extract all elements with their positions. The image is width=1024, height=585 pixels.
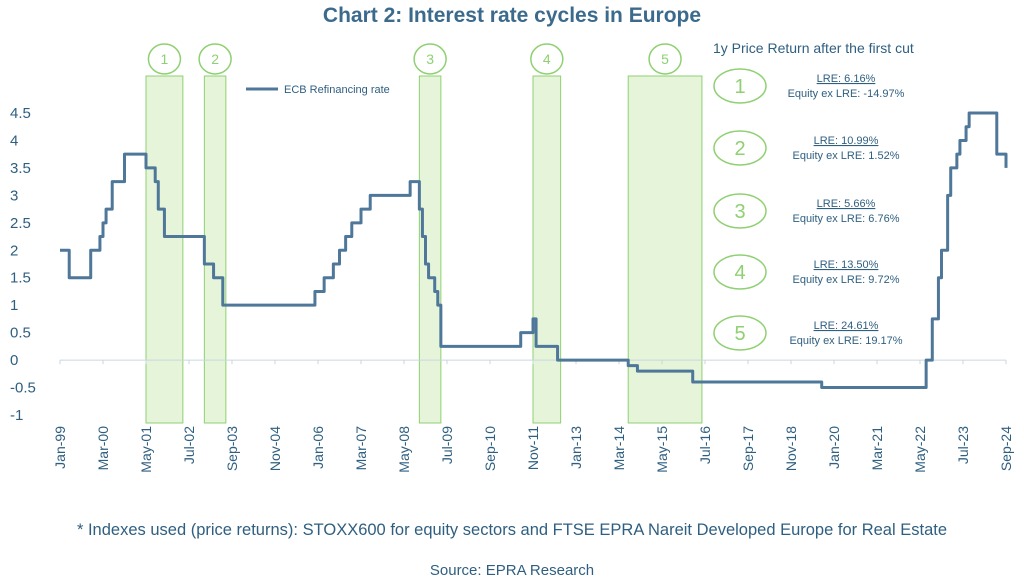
cycle-bands: 1 2 3 4 5 xyxy=(145,43,703,424)
footnote: * Indexes used (price returns): STOXX600… xyxy=(76,521,948,539)
panel-marker-label-3: 3 xyxy=(734,201,745,223)
source-note: Source: EPRA Research xyxy=(429,562,595,579)
x-tick-label: Sep-17 xyxy=(740,426,756,471)
x-tick-label: Nov-11 xyxy=(525,426,541,470)
x-tick-label: Jan-06 xyxy=(310,426,326,469)
equity-return-4: Equity ex LRE: 9.72% xyxy=(792,274,899,286)
legend-label: ECB Refinancing rate xyxy=(284,84,390,96)
chart-title: Chart 2: Interest rate cycles in Europe xyxy=(322,4,702,27)
cycle-marker-5 xyxy=(648,43,682,75)
x-tick-label: Jul-09 xyxy=(439,426,455,464)
cycle-marker-label-5: 5 xyxy=(661,51,669,67)
cycle-marker-3 xyxy=(413,43,447,75)
panel-marker-label-4: 4 xyxy=(734,262,745,284)
cycle-marker-label-3: 3 xyxy=(426,51,434,67)
cycle-band-5 xyxy=(627,75,703,424)
panel-marker-label-5: 5 xyxy=(734,323,745,345)
cycle-marker-label-4: 4 xyxy=(543,51,551,67)
x-tick-label: Nov-18 xyxy=(783,426,799,471)
cycle-marker-4 xyxy=(530,43,564,75)
panel-marker-2 xyxy=(713,130,767,166)
x-tick-label: May-01 xyxy=(138,426,154,473)
series-line-ecb-refinancing-rate xyxy=(60,111,1008,390)
cycle-marker-1 xyxy=(147,43,182,75)
y-tick-label: 4.5 xyxy=(10,105,31,122)
y-tick-label: 2.5 xyxy=(10,215,31,232)
y-tick-label: 3.5 xyxy=(10,160,31,177)
x-tick-label: Mar-00 xyxy=(95,426,111,471)
x-tick-label: Nov-04 xyxy=(267,426,283,471)
y-tick-label: 0 xyxy=(10,352,18,369)
x-tick-label: Jan-20 xyxy=(826,426,842,469)
cycle-band-1 xyxy=(145,75,184,424)
x-tick-label: May-08 xyxy=(396,426,412,473)
panel-marker-label-1: 1 xyxy=(734,76,745,98)
lre-return-2: LRE: 10.99% xyxy=(814,135,879,147)
y-tick-label: 1.5 xyxy=(10,270,31,287)
lre-return-4: LRE: 13.50% xyxy=(814,259,879,271)
series-line-layer xyxy=(59,111,1008,390)
y-tick-label: -0.5 xyxy=(10,380,36,397)
cycle-marker-label-2: 2 xyxy=(211,51,219,67)
cycle-band-4 xyxy=(532,75,562,424)
x-tick-label: Mar-07 xyxy=(353,426,369,471)
equity-return-2: Equity ex LRE: 1.52% xyxy=(792,150,899,162)
panel-marker-1 xyxy=(713,68,767,104)
x-tick-label: Jan-99 xyxy=(52,426,68,469)
x-tick-label: Sep-10 xyxy=(482,426,498,471)
y-tick-label: 2 xyxy=(10,242,18,259)
y-tick-label: 4 xyxy=(10,132,18,149)
x-tick-label: May-15 xyxy=(654,426,670,473)
price-return-panel: 1y Price Return after the first cut 1 LRE:… xyxy=(713,40,914,351)
panel-marker-label-2: 2 xyxy=(734,138,745,160)
x-tick-label: Jul-16 xyxy=(697,426,713,464)
y-tick-label: 3 xyxy=(10,187,18,204)
panel-marker-4 xyxy=(713,254,767,290)
y-tick-label: -1 xyxy=(10,407,23,424)
x-tick-label: Sep-24 xyxy=(998,426,1014,471)
cycle-band-3 xyxy=(418,75,442,424)
equity-return-1: Equity ex LRE: -14.97% xyxy=(788,88,905,100)
cycle-marker-label-1: 1 xyxy=(161,51,169,67)
x-tick-label: Mar-21 xyxy=(869,426,885,471)
panel-marker-5 xyxy=(713,315,767,351)
lre-return-5: LRE: 24.61% xyxy=(814,320,879,332)
x-tick-label: Jul-02 xyxy=(181,426,197,464)
chart-svg: 1 2 3 4 5 4.5 4 3.5 3 2.5 2 1.5 1 0.5 0 -0.5 -1 Jan-99 Ma… xyxy=(10,40,1014,473)
y-tick-label: 0.5 xyxy=(10,325,31,342)
panel-title: 1y Price Return after the first cut xyxy=(713,40,914,56)
y-tick-label: 1 xyxy=(10,297,18,314)
equity-return-3: Equity ex LRE: 6.76% xyxy=(792,213,899,225)
lre-return-3: LRE: 5.66% xyxy=(817,198,876,210)
cycle-marker-2 xyxy=(198,43,232,75)
x-tick-label: Sep-03 xyxy=(224,426,240,471)
cycle-band-2 xyxy=(203,75,227,424)
equity-return-5: Equity ex LRE: 19.17% xyxy=(789,335,902,347)
panel-marker-3 xyxy=(713,193,767,229)
x-tick-label: Mar-14 xyxy=(611,426,627,471)
lre-return-1: LRE: 6.16% xyxy=(817,73,876,85)
x-tick-label: Jul-23 xyxy=(955,426,971,464)
x-tick-label: May-22 xyxy=(912,426,928,473)
x-tick-label: Jan-13 xyxy=(568,426,584,469)
axes: 4.5 4 3.5 3 2.5 2 1.5 1 0.5 0 -0.5 -1 Jan-99 Mar-00 Ma… xyxy=(10,105,1014,473)
legend: ECB Refinancing rate xyxy=(246,84,390,96)
